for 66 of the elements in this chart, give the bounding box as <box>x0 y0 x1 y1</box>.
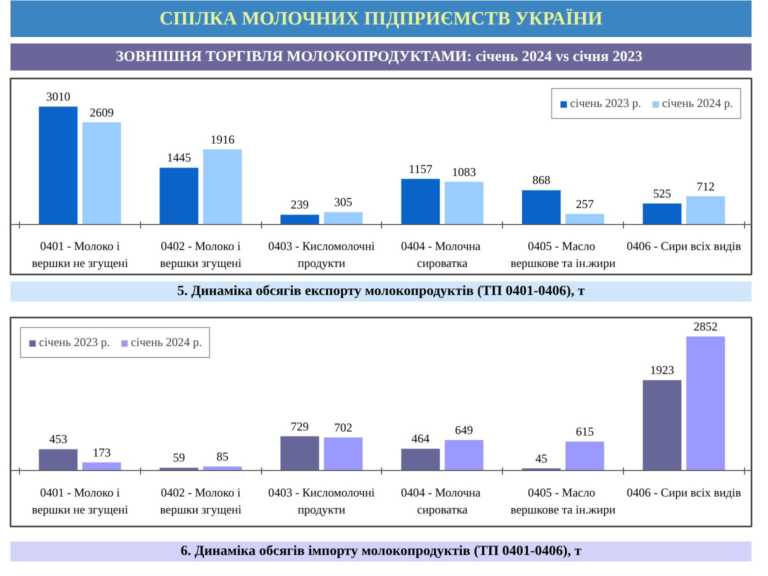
legend-label: січень 2023 р. <box>570 96 642 111</box>
bar <box>686 336 725 470</box>
x-tick-label: 0401 - Молоко і вершки не згущені <box>32 486 129 516</box>
bar <box>686 196 725 224</box>
bar <box>642 204 682 224</box>
bar <box>160 468 198 470</box>
data-label: 257 <box>576 197 594 212</box>
data-label: 453 <box>49 432 68 446</box>
bar <box>565 214 604 224</box>
bar <box>444 182 484 224</box>
data-label: 868 <box>532 173 550 188</box>
x-tick-label: 0403 - Кисломолочні продукти <box>268 486 376 516</box>
data-label: 729 <box>290 419 309 434</box>
x-tick-label: 0405 - Масло вершкове та ін.жири <box>510 239 616 270</box>
legend-label: січень 2023 р. <box>39 335 110 350</box>
x-tick-label: 0402 - Молоко і вершки згущені <box>160 239 242 270</box>
data-label: 1923 <box>650 363 674 378</box>
x-tick-label: 0403 - Кисломолочні продукти <box>268 239 376 270</box>
bar <box>280 436 320 470</box>
bar <box>82 462 122 470</box>
data-label: 702 <box>334 420 352 435</box>
bar <box>324 212 363 224</box>
bar <box>565 442 604 470</box>
bar <box>401 448 440 470</box>
data-label: 59 <box>172 450 185 465</box>
x-tick-label: 0402 - Молоко і вершки згущені <box>160 486 242 516</box>
data-label: 305 <box>334 195 352 210</box>
data-label: 1916 <box>210 132 234 146</box>
bar <box>324 438 363 470</box>
text: ЗОВНІШНЯ ТОРГІВЛЯ МОЛОКОПРОДУКТАМИ: січень 2024 vs січня 2023 <box>116 49 642 65</box>
data-label: 2852 <box>694 320 718 334</box>
legend-label: січень 2024 р. <box>662 96 733 111</box>
x-tick-label: 0401 - Молоко і вершки не згущені <box>32 239 129 270</box>
data-label: 45 <box>535 451 548 466</box>
data-label: 1445 <box>166 150 191 165</box>
data-label: 173 <box>92 445 111 460</box>
bar <box>82 122 122 224</box>
data-label: 649 <box>455 423 474 438</box>
data-label: 464 <box>412 432 430 446</box>
bar <box>401 178 440 224</box>
bar <box>38 449 78 470</box>
x-tick-label: 0406 - Сири всіх видів <box>626 486 742 500</box>
data-label: 2609 <box>90 105 114 120</box>
data-label: 712 <box>696 179 715 194</box>
bar <box>280 214 320 224</box>
x-tick-label: 0404 - Молочна сироватка <box>400 239 482 270</box>
bar <box>642 380 682 470</box>
legend-label: січень 2024 р. <box>130 335 202 350</box>
x-tick-label: 0404 - Молочна сироватка <box>400 486 482 516</box>
text: 6. Динаміка обсягів імпорту молокопродуктів (ТП 0401-0406), т <box>180 544 582 559</box>
bar <box>444 440 484 470</box>
data-label: 239 <box>290 198 309 212</box>
data-label: 1157 <box>408 162 432 176</box>
text: 5. Динаміка обсягів експорту молокопродуктів (ТП 0401-0406), т <box>177 284 585 299</box>
bar <box>522 190 561 224</box>
bar <box>203 149 242 224</box>
bar <box>160 168 198 224</box>
bar <box>38 106 78 224</box>
data-label: 1083 <box>452 164 476 179</box>
data-label: 525 <box>653 186 672 201</box>
data-label: 615 <box>576 424 594 439</box>
data-label: 3010 <box>46 90 70 104</box>
x-tick-label: 0406 - Сири всіх видів <box>626 239 742 254</box>
text: СПІЛКА МОЛОЧНИХ ПІДПРИЄМСТВ УКРАЇНИ <box>159 8 603 30</box>
data-label: 85 <box>216 450 228 464</box>
x-tick-label: 0405 - Масло вершкове та ін.жири <box>510 486 616 516</box>
